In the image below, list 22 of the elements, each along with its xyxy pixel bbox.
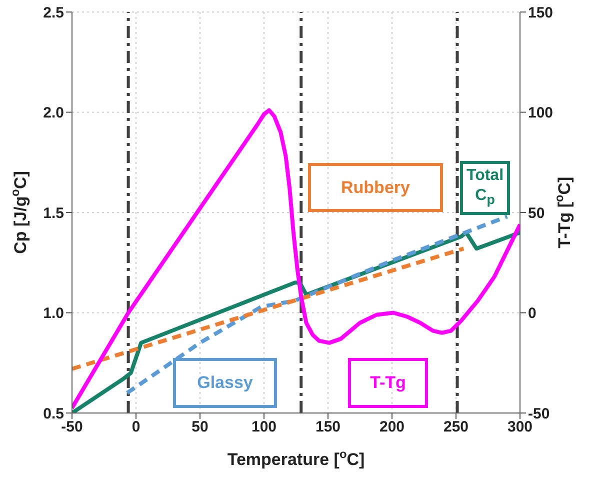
x-axis-title: Temperature [$^{o}$C] xyxy=(227,447,365,469)
y2-tick-label: 150 xyxy=(528,4,554,22)
x-tick-label: 200 xyxy=(379,418,405,436)
y-tick-label: 0.5 xyxy=(43,405,64,422)
line-series xyxy=(72,108,520,410)
x-tick-label: -50 xyxy=(61,418,83,436)
y2-tick-label: 100 xyxy=(528,104,554,122)
text: Rubbery xyxy=(341,178,410,198)
y-tick-label: 1.0 xyxy=(43,305,64,322)
x-tick-label: 0 xyxy=(132,418,140,436)
x-tick-label: 50 xyxy=(192,418,208,436)
series-label: Total C$_{p}$ xyxy=(465,166,505,210)
text: T-Tg xyxy=(370,373,406,393)
x-tick-label: 150 xyxy=(315,418,341,436)
y-tick-label: 1.5 xyxy=(43,204,64,222)
y2-tick-label: 0 xyxy=(528,305,536,322)
y-tick-label: 2.5 xyxy=(43,4,64,22)
y2-tick-label: 50 xyxy=(528,204,545,222)
x-tick-label: 100 xyxy=(251,418,277,436)
series-label: Glassy xyxy=(197,373,253,393)
y-tick-label: 2.0 xyxy=(43,104,64,122)
x-tick-label: 250 xyxy=(443,418,469,436)
